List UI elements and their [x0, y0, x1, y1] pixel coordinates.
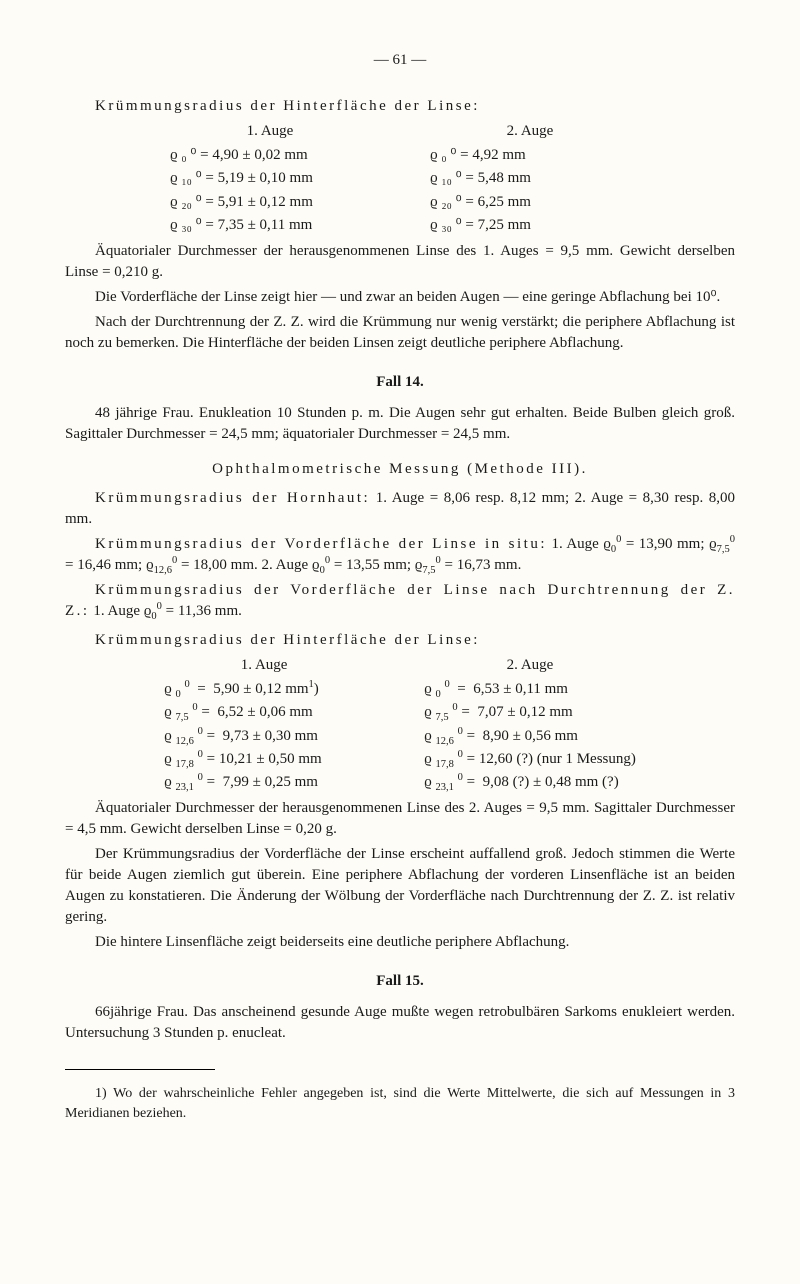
- footnote-rule: [65, 1069, 215, 1070]
- eq-row: ϱ ₀ ⁰ = 4,92 mm: [430, 144, 630, 167]
- eq-row: ϱ 7,5 0 = 7,07 ± 0,12 mm: [424, 701, 636, 724]
- paragraph: Die Vorderfläche der Linse zeigt hier — …: [65, 287, 735, 308]
- paragraph: Krümmungsradius der Vorderfläche der Lin…: [65, 534, 735, 576]
- eq-row: ϱ ₀ ⁰ = 4,90 ± 0,02 mm: [170, 144, 370, 167]
- eq-row: ϱ ₁₀ ⁰ = 5,48 mm: [430, 167, 630, 190]
- eq-row: ϱ 7,5 0 = 6,52 ± 0,06 mm: [164, 701, 364, 724]
- col1-header: 1. Auge: [170, 121, 370, 142]
- col2-header: 2. Auge: [424, 655, 636, 676]
- eq-row: ϱ 12,6 0 = 8,90 ± 0,56 mm: [424, 725, 636, 748]
- eq-row: ϱ ₁₀ ⁰ = 5,19 ± 0,10 mm: [170, 167, 370, 190]
- eq-row: ϱ 0 0 = 5,90 ± 0,12 mm1): [164, 678, 364, 701]
- footnote-section: 1) Wo der wahrscheinliche Fehler angegeb…: [65, 1069, 735, 1123]
- col1-header: 1. Auge: [164, 655, 364, 676]
- method-subtitle: Ophthalmometrische Messung (Methode III)…: [65, 459, 735, 480]
- paragraph: 66jährige Frau. Das anscheinend gesunde …: [65, 1002, 735, 1044]
- eq-row: ϱ ₂₀ ⁰ = 5,91 ± 0,12 mm: [170, 191, 370, 214]
- paragraph: Der Krümmungsradius der Vorderfläche der…: [65, 844, 735, 928]
- mid-col-2: 2. Auge ϱ 0 0 = 6,53 ± 0,11 mm ϱ 7,5 0 =…: [424, 655, 636, 794]
- fall-15-heading: Fall 15.: [65, 971, 735, 992]
- paragraph: 48 jährige Frau. Enukleation 10 Stunden …: [65, 403, 735, 445]
- footnote-text: 1) Wo der wahrscheinliche Fehler angegeb…: [65, 1084, 735, 1123]
- paragraph: Äquatorialer Durchmesser der herausgenom…: [65, 798, 735, 840]
- top-col-2: 2. Auge ϱ ₀ ⁰ = 4,92 mm ϱ ₁₀ ⁰ = 5,48 mm…: [430, 121, 630, 237]
- eq-row: ϱ ₃₀ ⁰ = 7,35 ± 0,11 mm: [170, 214, 370, 237]
- eq-row: ϱ ₃₀ ⁰ = 7,25 mm: [430, 214, 630, 237]
- top-table-title: Krümmungsradius der Hinterfläche der Lin…: [65, 96, 735, 117]
- eq-row: ϱ 0 0 = 6,53 ± 0,11 mm: [424, 678, 636, 701]
- top-data-table: 1. Auge ϱ ₀ ⁰ = 4,90 ± 0,02 mm ϱ ₁₀ ⁰ = …: [65, 121, 735, 237]
- eq-row: ϱ 23,1 0 = 7,99 ± 0,25 mm: [164, 771, 364, 794]
- mid-col-1: 1. Auge ϱ 0 0 = 5,90 ± 0,12 mm1) ϱ 7,5 0…: [164, 655, 364, 794]
- eq-row: ϱ 23,1 0 = 9,08 (?) ± 0,48 mm (?): [424, 771, 636, 794]
- paragraph: Nach der Durchtrennung der Z. Z. wird di…: [65, 312, 735, 354]
- top-col-1: 1. Auge ϱ ₀ ⁰ = 4,90 ± 0,02 mm ϱ ₁₀ ⁰ = …: [170, 121, 370, 237]
- eq-row: ϱ 17,8 0 = 12,60 (?) (nur 1 Messung): [424, 748, 636, 771]
- eq-row: ϱ 17,8 0 = 10,21 ± 0,50 mm: [164, 748, 364, 771]
- fall-14-heading: Fall 14.: [65, 372, 735, 393]
- eq-row: ϱ 12,6 0 = 9,73 ± 0,30 mm: [164, 725, 364, 748]
- mid-table-title: Krümmungsradius der Hinterfläche der Lin…: [65, 630, 735, 651]
- eq-row: ϱ ₂₀ ⁰ = 6,25 mm: [430, 191, 630, 214]
- mid-data-table: 1. Auge ϱ 0 0 = 5,90 ± 0,12 mm1) ϱ 7,5 0…: [65, 655, 735, 794]
- paragraph: Krümmungsradius der Hornhaut: 1. Auge = …: [65, 488, 735, 530]
- paragraph: Die hintere Linsenfläche zeigt beidersei…: [65, 932, 735, 953]
- paragraph: Äquatorialer Durchmesser der herausgenom…: [65, 241, 735, 283]
- page-number: — 61 —: [65, 50, 735, 71]
- paragraph: Krümmungsradius der Vorderfläche der Lin…: [65, 580, 735, 622]
- col2-header: 2. Auge: [430, 121, 630, 142]
